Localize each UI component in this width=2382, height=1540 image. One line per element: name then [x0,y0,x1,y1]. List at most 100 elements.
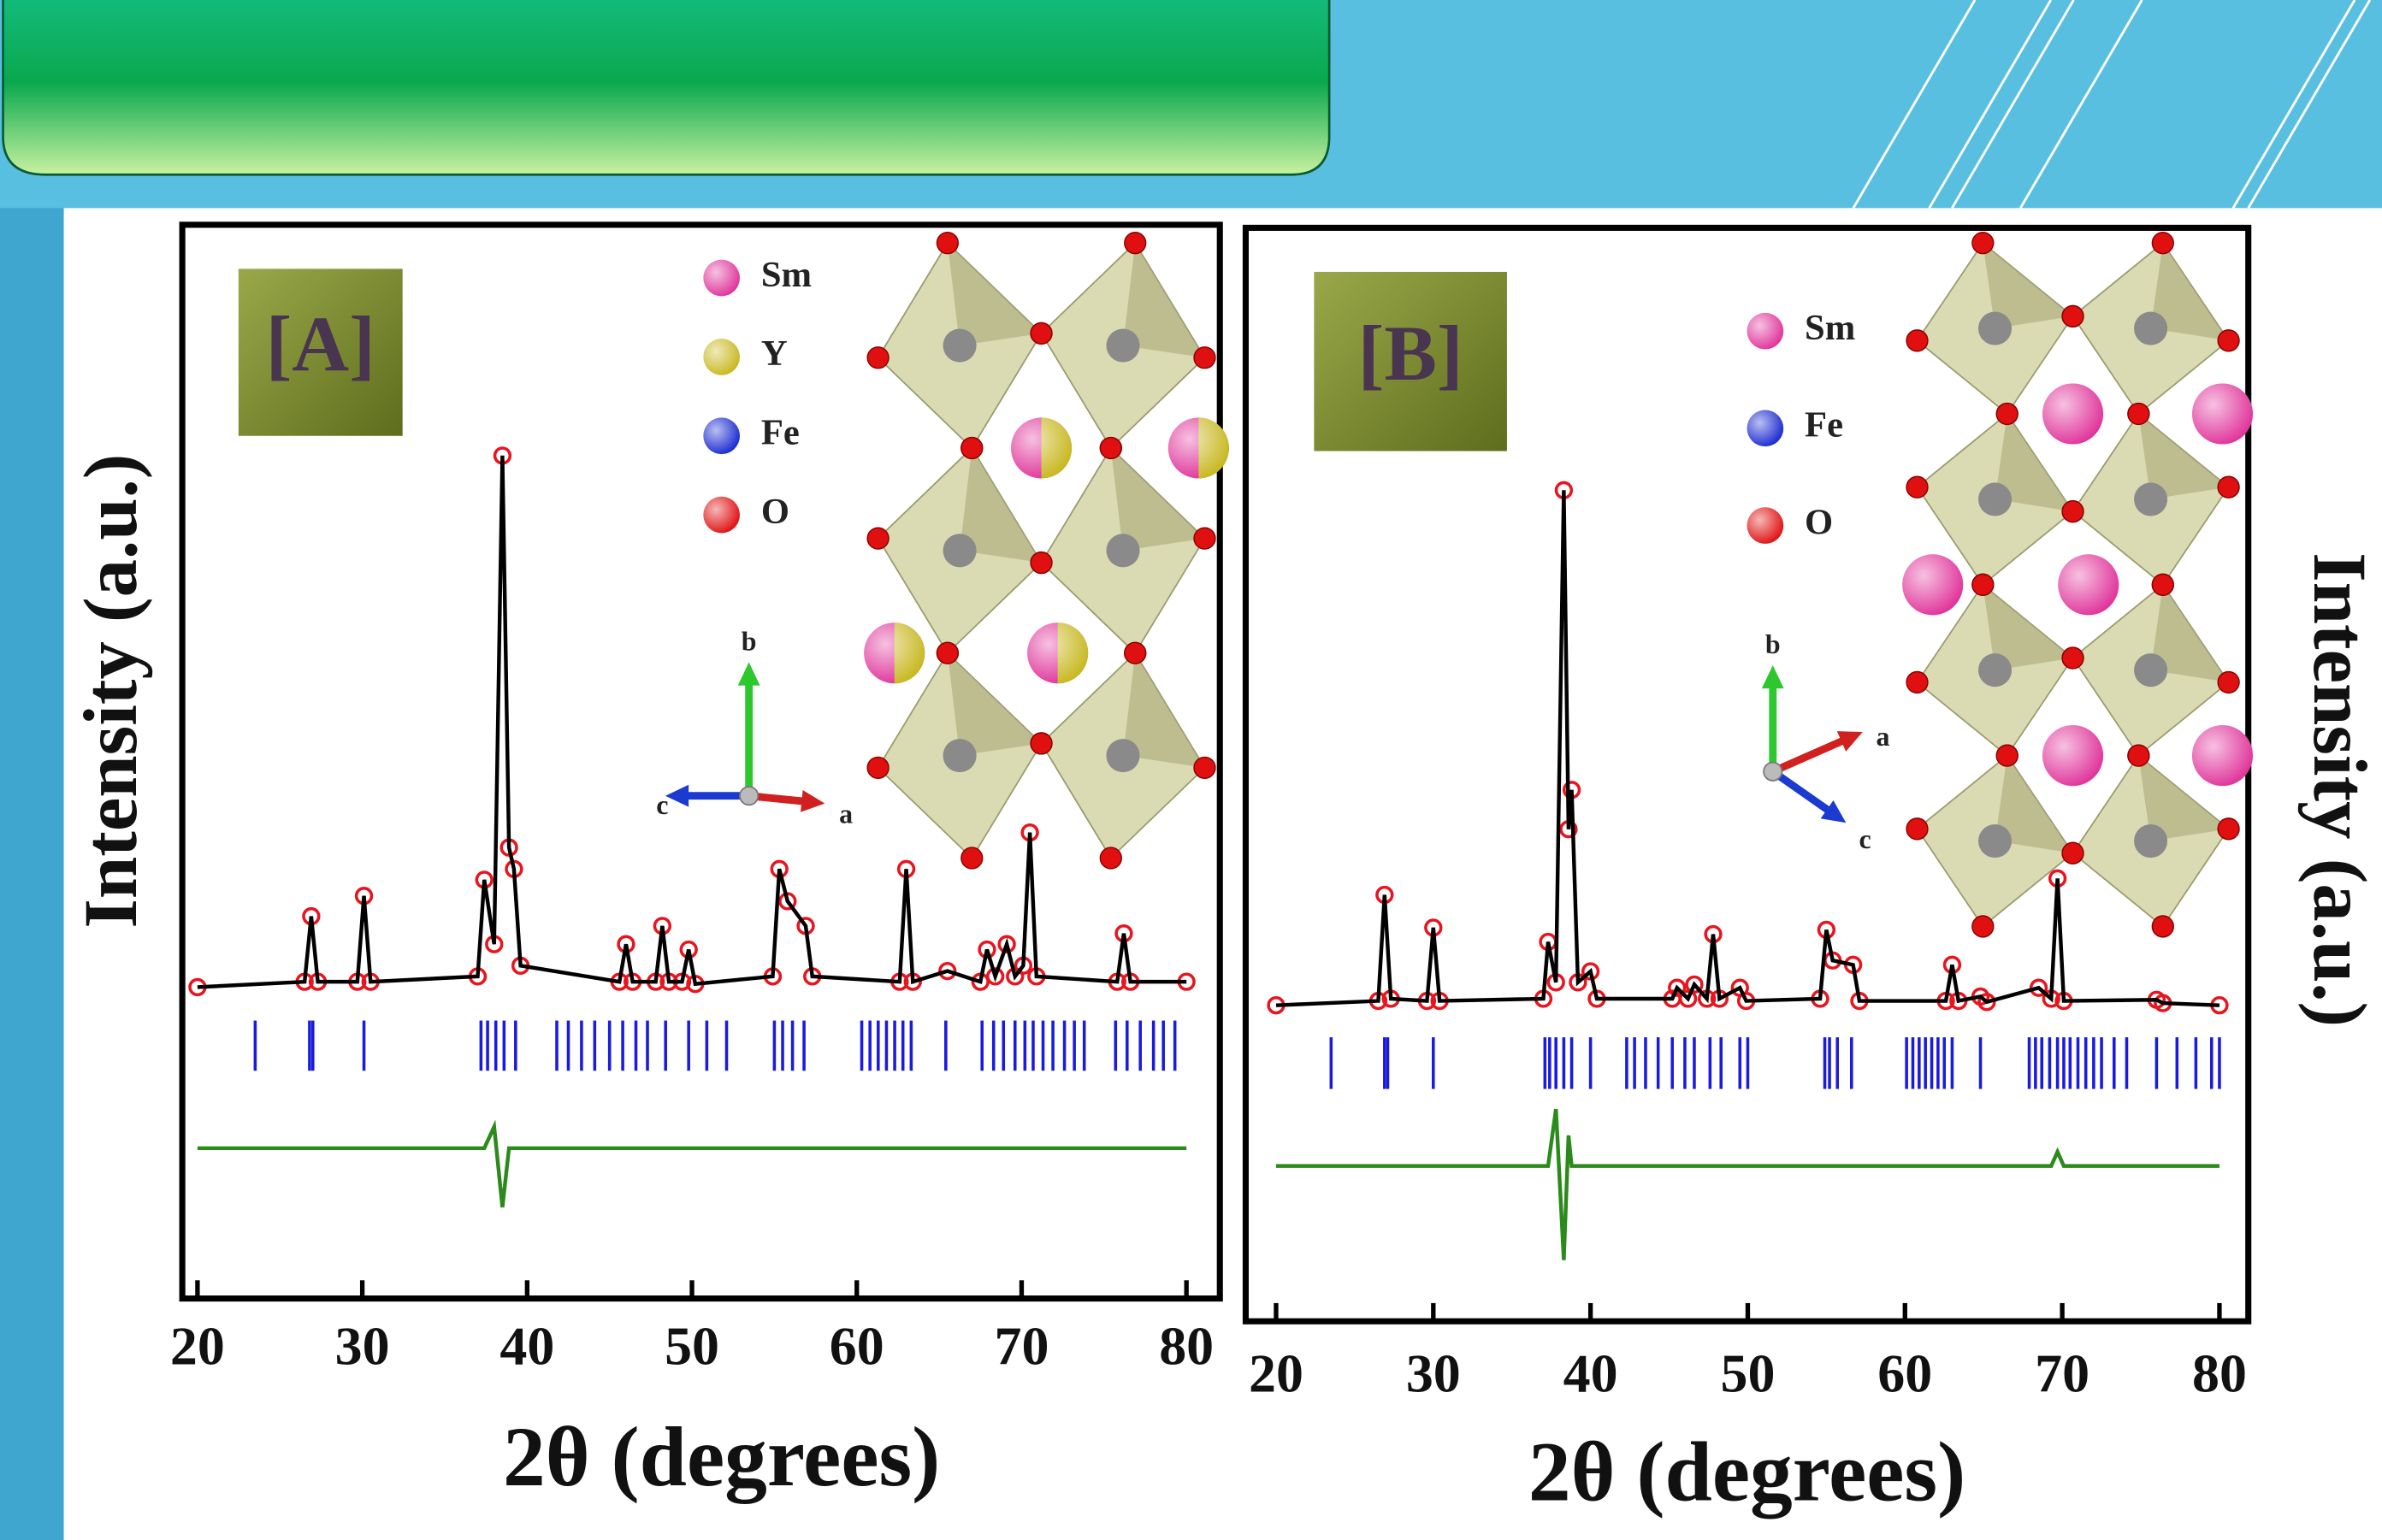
slide: [A] Sm Y Fe Ob c a 20 30 40 50 60 70 80 2θ (degrees) In… [0,0,2382,1540]
x-tick-label: 60 [830,1315,884,1376]
o-atom [1972,233,1994,254]
atom-shine [2058,554,2119,615]
o-atom [1100,438,1121,459]
atom-legend-shine [1747,507,1784,544]
x-tick-label: 20 [1249,1342,1303,1403]
o-atom [867,528,889,549]
atom-legend-shine [703,260,740,297]
atom-shine [1011,417,1072,478]
atom-shine [2192,725,2253,786]
fe-atom [2134,312,2167,345]
o-atom [2062,501,2084,522]
x-tick-label: 70 [2035,1342,2089,1403]
fe-atom [1978,653,2012,687]
o-atom [1996,745,2018,766]
o-atom [2152,916,2173,937]
atom-legend-label: O [761,492,789,532]
x-tick-label: 60 [1877,1342,1932,1403]
o-atom [2218,671,2239,693]
lattice-axis-label: b [1765,629,1781,659]
panel-label: [B] [1358,310,1463,397]
o-atom [1194,757,1215,778]
atom-legend-shine [703,497,740,534]
x-tick-label: 80 [1159,1315,1214,1376]
o-atom [961,847,983,869]
o-atom [867,757,889,778]
o-atom [961,438,983,459]
atom-shine [864,622,925,683]
o-atom [1194,528,1215,549]
o-atom [1031,552,1052,574]
panel-label: [A] [266,300,375,387]
o-atom [1100,847,1121,869]
x-tick-label: 40 [499,1315,554,1376]
x-tick-label: 50 [1720,1342,1775,1403]
lattice-origin [740,787,758,805]
title-banner [3,0,1330,174]
o-atom [2062,305,2084,327]
o-atom [2128,404,2149,425]
o-atom [2152,574,2173,595]
atom-legend-label: O [1805,502,1833,542]
atom-shine [2042,725,2103,786]
x-tick-label: 20 [170,1315,225,1376]
o-atom [1906,330,1928,351]
atom-legend-shine [703,339,740,375]
o-atom [2218,476,2239,498]
lattice-axis-label: a [839,800,853,829]
atom-legend-shine [1747,313,1784,350]
o-atom [2128,745,2149,766]
o-atom [2062,842,2084,864]
fe-atom [2134,653,2167,687]
o-atom [2062,647,2084,669]
atom-legend-shine [1747,410,1784,447]
page: {"chart_data": [ {"type": "rietveld", "p… [0,0,2382,1540]
fe-atom [2134,482,2167,516]
o-atom [2152,233,2173,254]
fe-atom [1106,534,1139,567]
o-atom [1031,733,1052,754]
lattice-axis-label: c [1859,824,1871,854]
x-tick-label: 80 [2192,1342,2247,1403]
o-atom [2218,818,2239,840]
o-atom [1906,818,1928,840]
o-atom [1996,404,2018,425]
atom-legend-label: Y [761,333,788,374]
y-axis-label: Intensity (a.u.) [69,454,153,929]
lattice-origin [1764,763,1782,781]
atom-legend-label: Sm [1805,308,1855,348]
o-atom [2218,330,2239,351]
o-atom [1972,574,1994,595]
atom-shine [1168,417,1229,478]
x-axis-label: 2θ (degrees) [503,1409,940,1504]
fe-atom [2134,824,2167,858]
lattice-axis-label: c [656,790,668,820]
fe-atom [943,739,977,772]
atom-legend-label: Fe [761,413,800,453]
x-tick-label: 30 [1406,1342,1461,1403]
fe-atom [943,329,977,363]
atom-shine [1027,622,1088,683]
atom-shine [2042,383,2103,444]
fe-atom [943,534,977,567]
y-axis-label: Intensity (a.u.) [2297,552,2381,1027]
x-tick-label: 30 [335,1315,390,1376]
x-tick-label: 50 [665,1315,719,1376]
o-atom [937,642,958,664]
o-atom [1125,233,1146,254]
fe-atom [1978,482,2012,516]
o-atom [1194,347,1215,369]
atom-shine [1902,554,1963,615]
atom-legend-shine [703,417,740,454]
fe-atom [1978,312,2012,345]
o-atom [937,233,958,254]
lattice-axis-label: b [742,626,757,656]
lattice-axis-label: a [1876,722,1889,752]
o-atom [1906,476,1928,498]
x-tick-label: 40 [1563,1342,1618,1403]
o-atom [1972,916,1994,937]
x-tick-label: 70 [994,1315,1049,1376]
atom-legend-label: Fe [1805,405,1843,445]
fe-atom [1978,824,2012,858]
fe-atom [1106,739,1139,772]
